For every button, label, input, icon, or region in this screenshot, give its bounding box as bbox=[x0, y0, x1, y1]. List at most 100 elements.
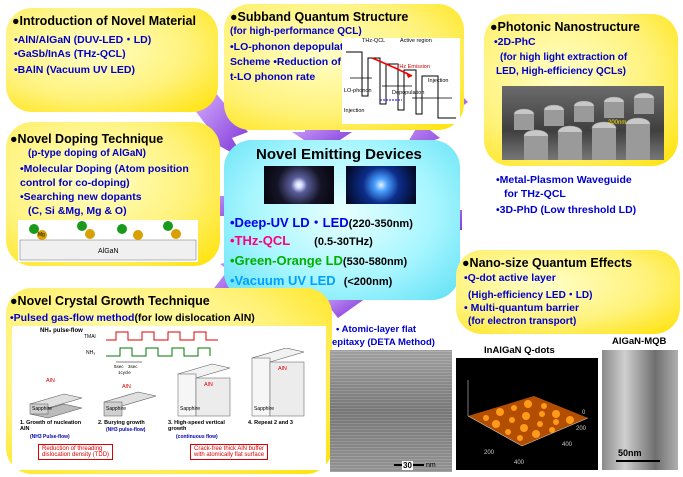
afm-tick-1: 200 bbox=[484, 450, 495, 456]
device-thz-qcl-range: (0.5-30THz) bbox=[314, 236, 373, 248]
growth-note-crackfree-line-1: Crack-free thick AlN buffer bbox=[194, 446, 264, 452]
photonic-line-3: LED, High-efficiency QCLs) bbox=[496, 66, 627, 77]
nano-line-1: •Q-dot active layer bbox=[464, 272, 556, 284]
band-label-inj-right: Injection bbox=[428, 78, 449, 84]
sapphire-label-1: Sapphire bbox=[32, 406, 53, 412]
nano-line-2: (High-efficiency LED・LD) bbox=[468, 290, 593, 301]
subband-title: ●Subband Quantum Structure bbox=[230, 10, 409, 24]
subband-line-1: •LO-phonon depopulation bbox=[230, 41, 360, 53]
phc-pillars bbox=[513, 92, 655, 160]
panel-photonic: ●Photonic Nanostructure •2D-PhC (for hig… bbox=[484, 14, 678, 166]
device-green-orange-name: •Green-Orange LD bbox=[230, 253, 343, 268]
mqb-label: AlGaN-MQB bbox=[612, 336, 667, 347]
phc-sem-image: 200nm bbox=[502, 86, 664, 160]
panel-doping: ●Novel Doping Technique (p-type doping o… bbox=[6, 122, 220, 266]
qdots-afm-image: 200 400 0 200 400 bbox=[456, 358, 598, 470]
doping-substrate-label: AlGaN bbox=[98, 248, 119, 255]
afm-tick-3: 0 bbox=[582, 410, 586, 416]
mqb-scale-bar bbox=[616, 460, 660, 462]
emitter-photo-right bbox=[346, 166, 416, 204]
growth-diagram: NH₃ pulse-flow TMAl NH₃ 5sec 3sec 1cycle bbox=[12, 326, 326, 470]
photonic-line-2: (for high light extraction of bbox=[500, 52, 628, 63]
panel-novel-material: ●Introduction of Novel Material •AlN/AlG… bbox=[6, 8, 218, 112]
atomic-label-2: epitaxy (DETA Method) bbox=[332, 337, 435, 348]
waveguide-line-1: •Metal-Plasmon Waveguide bbox=[496, 174, 632, 186]
qdots-afm-svg bbox=[467, 380, 589, 447]
pulse-flow-label: NH₃ pulse-flow bbox=[40, 328, 83, 334]
emitting-title: Novel Emitting Devices bbox=[256, 146, 422, 163]
cycle-label: 1cycle bbox=[118, 370, 131, 375]
growth-subtitle-method: •Pulsed gas-flow method bbox=[10, 312, 135, 324]
mqb-scale-label: 50nm bbox=[618, 448, 642, 458]
growth-step-4: 4. Repeat 2 and 3 bbox=[248, 420, 293, 426]
device-thz-qcl-name: •THz-QCL bbox=[230, 233, 291, 248]
doping-line-2: control for co-doping) bbox=[20, 177, 130, 189]
growth-note-tdd-line-1: Reduction of threading bbox=[42, 446, 103, 452]
growth-step-2-sub: (NH3 pulse-flow) bbox=[106, 427, 146, 433]
doping-title: ●Novel Doping Technique bbox=[10, 132, 164, 146]
atomic-scale-unit: nm bbox=[426, 462, 436, 469]
panel-nano-quantum: ●Nano-size Quantum Effects •Q-dot active… bbox=[456, 250, 680, 334]
device-vacuum-uv: •Vacuum UV LED (<200nm) bbox=[230, 272, 392, 290]
material-item-2: •GaSb/InAs (THz-QCL) bbox=[14, 48, 126, 60]
subband-line-2: Scheme •Reduction of bbox=[230, 56, 342, 68]
subband-subtitle: (for high-performance QCL) bbox=[230, 26, 362, 37]
band-label-thz: THz-QCL bbox=[362, 38, 386, 44]
aln-label-3: AlN bbox=[204, 382, 213, 388]
panel-subband: ●Subband Quantum Structure (for high-per… bbox=[224, 4, 464, 130]
doping-line-3: •Searching new dopants bbox=[20, 191, 142, 203]
growth-subtitle: •Pulsed gas-flow method(for low dislocat… bbox=[10, 308, 255, 326]
mqb-tem-image: 50nm bbox=[602, 350, 678, 470]
photonic-line-1: •2D-PhC bbox=[494, 36, 536, 48]
atomic-label-1: • Atomic-layer flat bbox=[336, 324, 417, 335]
doping-lattice-svg bbox=[19, 221, 197, 261]
sapphire-label-2: Sapphire bbox=[106, 406, 127, 412]
device-vacuum-uv-name: •Vacuum UV LED bbox=[230, 273, 336, 288]
growth-step-1: 1. Growth of nucleation AlN bbox=[20, 420, 82, 432]
band-label-inj-left: Injection bbox=[344, 108, 365, 114]
growth-title: ●Novel Crystal Growth Technique bbox=[10, 294, 210, 308]
nano-title: ●Nano-size Quantum Effects bbox=[462, 256, 633, 270]
device-thz-qcl: •THz-QCL (0.5-30THz) bbox=[230, 232, 373, 250]
device-green-orange: •Green-Orange LD(530-580nm) bbox=[230, 252, 407, 270]
device-green-orange-range: (530-580nm) bbox=[342, 256, 408, 268]
band-diagram: THz-QCL Active region THz Emission LO-ph… bbox=[342, 38, 460, 124]
band-label-lo: LO-phonon bbox=[344, 88, 372, 94]
growth-step-3: 3. High-speed vertical growth bbox=[168, 420, 225, 432]
band-label-active: Active region bbox=[400, 38, 432, 44]
growth-note-crackfree-line-2: with atomically flat surface bbox=[194, 452, 265, 458]
sapphire-label-4: Sapphire bbox=[254, 406, 275, 412]
band-label-emission: THz Emission bbox=[396, 64, 430, 70]
doping-line-4: (C, Si &Mg, Mg & O) bbox=[28, 205, 127, 217]
afm-tick-2: 400 bbox=[514, 460, 525, 466]
pulse-timing-svg bbox=[106, 331, 218, 363]
aln-label-2: AlN bbox=[122, 384, 131, 390]
tma-label: TMAl bbox=[84, 334, 96, 340]
growth-step-3-sub: (continuous flow) bbox=[176, 434, 218, 440]
growth-step-2: 2. Burying growth bbox=[98, 420, 145, 426]
growth-subtitle-purpose: (for low dislocation AlN) bbox=[134, 312, 255, 324]
sec2-label: 3sec bbox=[128, 364, 138, 369]
device-deep-uv: •Deep-UV LD・LED(220-350nm) bbox=[230, 212, 413, 232]
band-label-depop: Depopulation bbox=[392, 90, 425, 96]
nano-line-3: • Multi-quantum barrier bbox=[464, 302, 580, 314]
atomic-tem-image: 30 nm bbox=[330, 350, 452, 472]
aln-label-1: AlN bbox=[46, 378, 55, 384]
doping-lattice: Mg AlGaN bbox=[18, 220, 198, 262]
emitter-photo-left bbox=[264, 166, 334, 204]
growth-note-tdd: Reduction of threading dislocation densi… bbox=[38, 444, 114, 460]
device-deep-uv-name: •Deep-UV LD・LED bbox=[230, 215, 349, 230]
growth-step-1-sub: (NH3 Pulse-flow) bbox=[30, 434, 70, 440]
waveguide-line-3: •3D-PhD (Low threshold LD) bbox=[496, 204, 637, 216]
afm-tick-4: 200 bbox=[576, 426, 587, 432]
panel-crystal-growth: ●Novel Crystal Growth Technique •Pulsed … bbox=[6, 288, 332, 474]
doping-atom-label: Mg bbox=[38, 232, 45, 238]
material-item-1: •AlN/AlGaN (DUV-LED・LD) bbox=[14, 34, 152, 46]
growth-note-crackfree: Crack-free thick AlN buffer with atomica… bbox=[190, 444, 269, 460]
phc-scale-label: 200nm bbox=[608, 120, 627, 126]
qdots-label: InAlGaN Q-dots bbox=[484, 345, 555, 356]
panel-emitting-devices: Novel Emitting Devices •Deep-UV LD・LED(2… bbox=[224, 140, 460, 300]
aln-label-4: AlN bbox=[278, 366, 287, 372]
band-diagram-svg bbox=[346, 51, 456, 119]
sec1-label: 5sec bbox=[114, 364, 124, 369]
